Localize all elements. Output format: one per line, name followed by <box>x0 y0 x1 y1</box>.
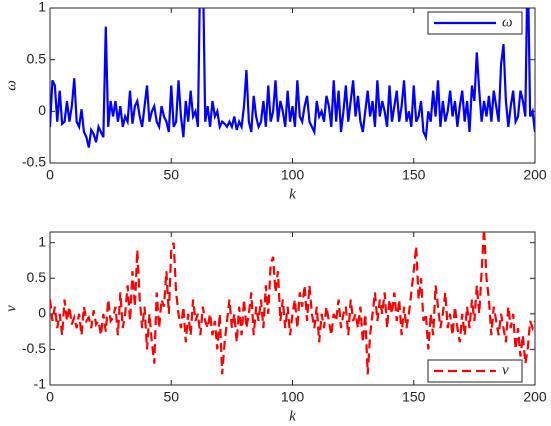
y-tick-label: 1 <box>38 0 46 15</box>
data-line <box>50 8 535 148</box>
x-tick-label: 150 <box>402 167 426 183</box>
x-axis-label: k <box>289 408 296 424</box>
x-tick-label: 150 <box>402 389 426 405</box>
data-line <box>50 232 535 375</box>
legend: ν <box>427 359 523 383</box>
y-tick-label: 0 <box>38 305 46 321</box>
y-tick-label: -1 <box>34 376 47 392</box>
legend-box <box>427 359 523 383</box>
y-axis-label: ω <box>3 80 19 91</box>
legend: ω <box>427 11 523 35</box>
x-tick-label: 200 <box>523 389 547 405</box>
x-tick-label: 100 <box>281 389 305 405</box>
y-tick-label: -0.5 <box>22 340 46 356</box>
x-tick-label: 50 <box>163 389 179 405</box>
x-tick-label: 100 <box>281 167 305 183</box>
y-tick-label: 0.5 <box>27 269 47 285</box>
x-axis-label: k <box>289 186 296 202</box>
legend-label: ν <box>502 362 509 378</box>
y-axis-label: ν <box>3 305 19 312</box>
y-tick-label: 1 <box>38 233 46 249</box>
y-tick-label: 0 <box>38 102 46 118</box>
y-tick-label: -0.5 <box>22 154 46 170</box>
legend-label: ω <box>502 14 513 30</box>
x-tick-label: 0 <box>46 389 54 405</box>
x-tick-label: 0 <box>46 167 54 183</box>
x-tick-label: 200 <box>523 167 547 183</box>
y-tick-label: 0.5 <box>27 50 47 66</box>
x-tick-label: 50 <box>163 167 179 183</box>
